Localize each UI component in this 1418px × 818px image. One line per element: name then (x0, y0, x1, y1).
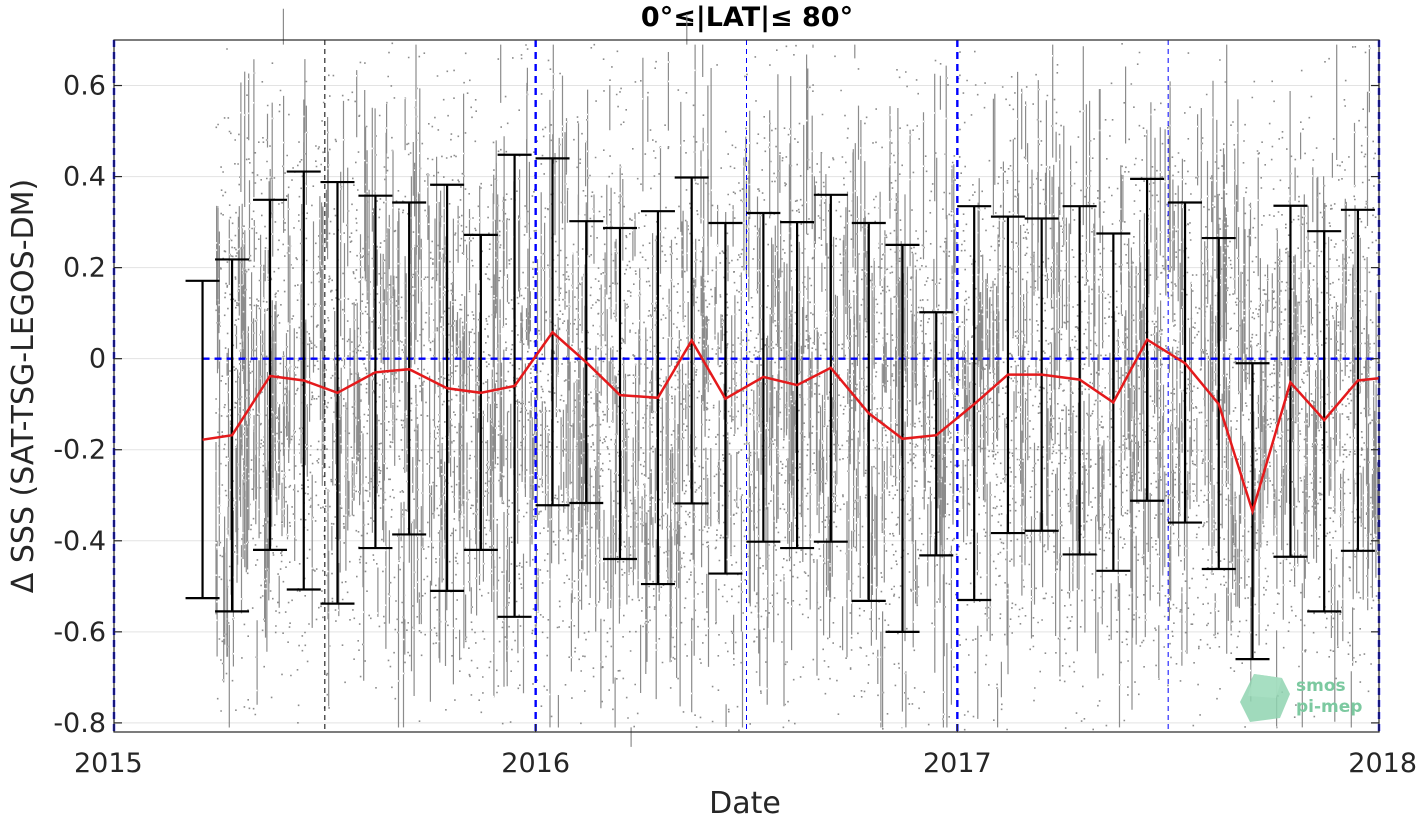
x-tick-label: 2018 (1348, 748, 1417, 779)
y-tick-label: -0.6 (53, 617, 106, 648)
x-axis-label: Date (709, 786, 781, 818)
x-tick-label: 2015 (74, 748, 143, 779)
y-axis-label: Δ SSS (SAT-TSG-LEGOS-DM) (6, 179, 41, 593)
y-tick-label: -0.4 (53, 526, 106, 557)
y-tick-label: -0.2 (53, 435, 106, 466)
y-axis-ticks: 0.6 0.4 0.2 0 -0.2 -0.4 -0.6 -0.8 (53, 71, 1379, 739)
smos-pimep-logo: smos pi-mep (1240, 674, 1362, 722)
plot-area (112, 8, 1381, 747)
plot-frame (113, 39, 1380, 733)
y-tick-label: -0.8 (53, 708, 106, 739)
y-tick-label: 0.4 (63, 162, 106, 193)
x-tick-label: 2017 (923, 748, 992, 779)
y-tick-label: 0 (89, 344, 106, 375)
y-tick-label: 0.2 (63, 253, 106, 284)
logo-line1: smos (1296, 676, 1346, 696)
x-axis-ticks: 2015 2016 2017 2018 (74, 724, 1417, 779)
chart-title: 0°≤|LAT|≤ 80° (641, 2, 853, 33)
scatter-points (215, 8, 1381, 747)
x-tick-label: 2016 (501, 748, 570, 779)
logo-line2: pi-mep (1296, 697, 1362, 717)
mean-line (202, 330, 1380, 516)
error-bar (185, 279, 220, 600)
y-tick-label: 0.6 (63, 71, 106, 102)
logo-cube-shade (1248, 674, 1282, 698)
scatter-point-cloud (215, 8, 1381, 747)
